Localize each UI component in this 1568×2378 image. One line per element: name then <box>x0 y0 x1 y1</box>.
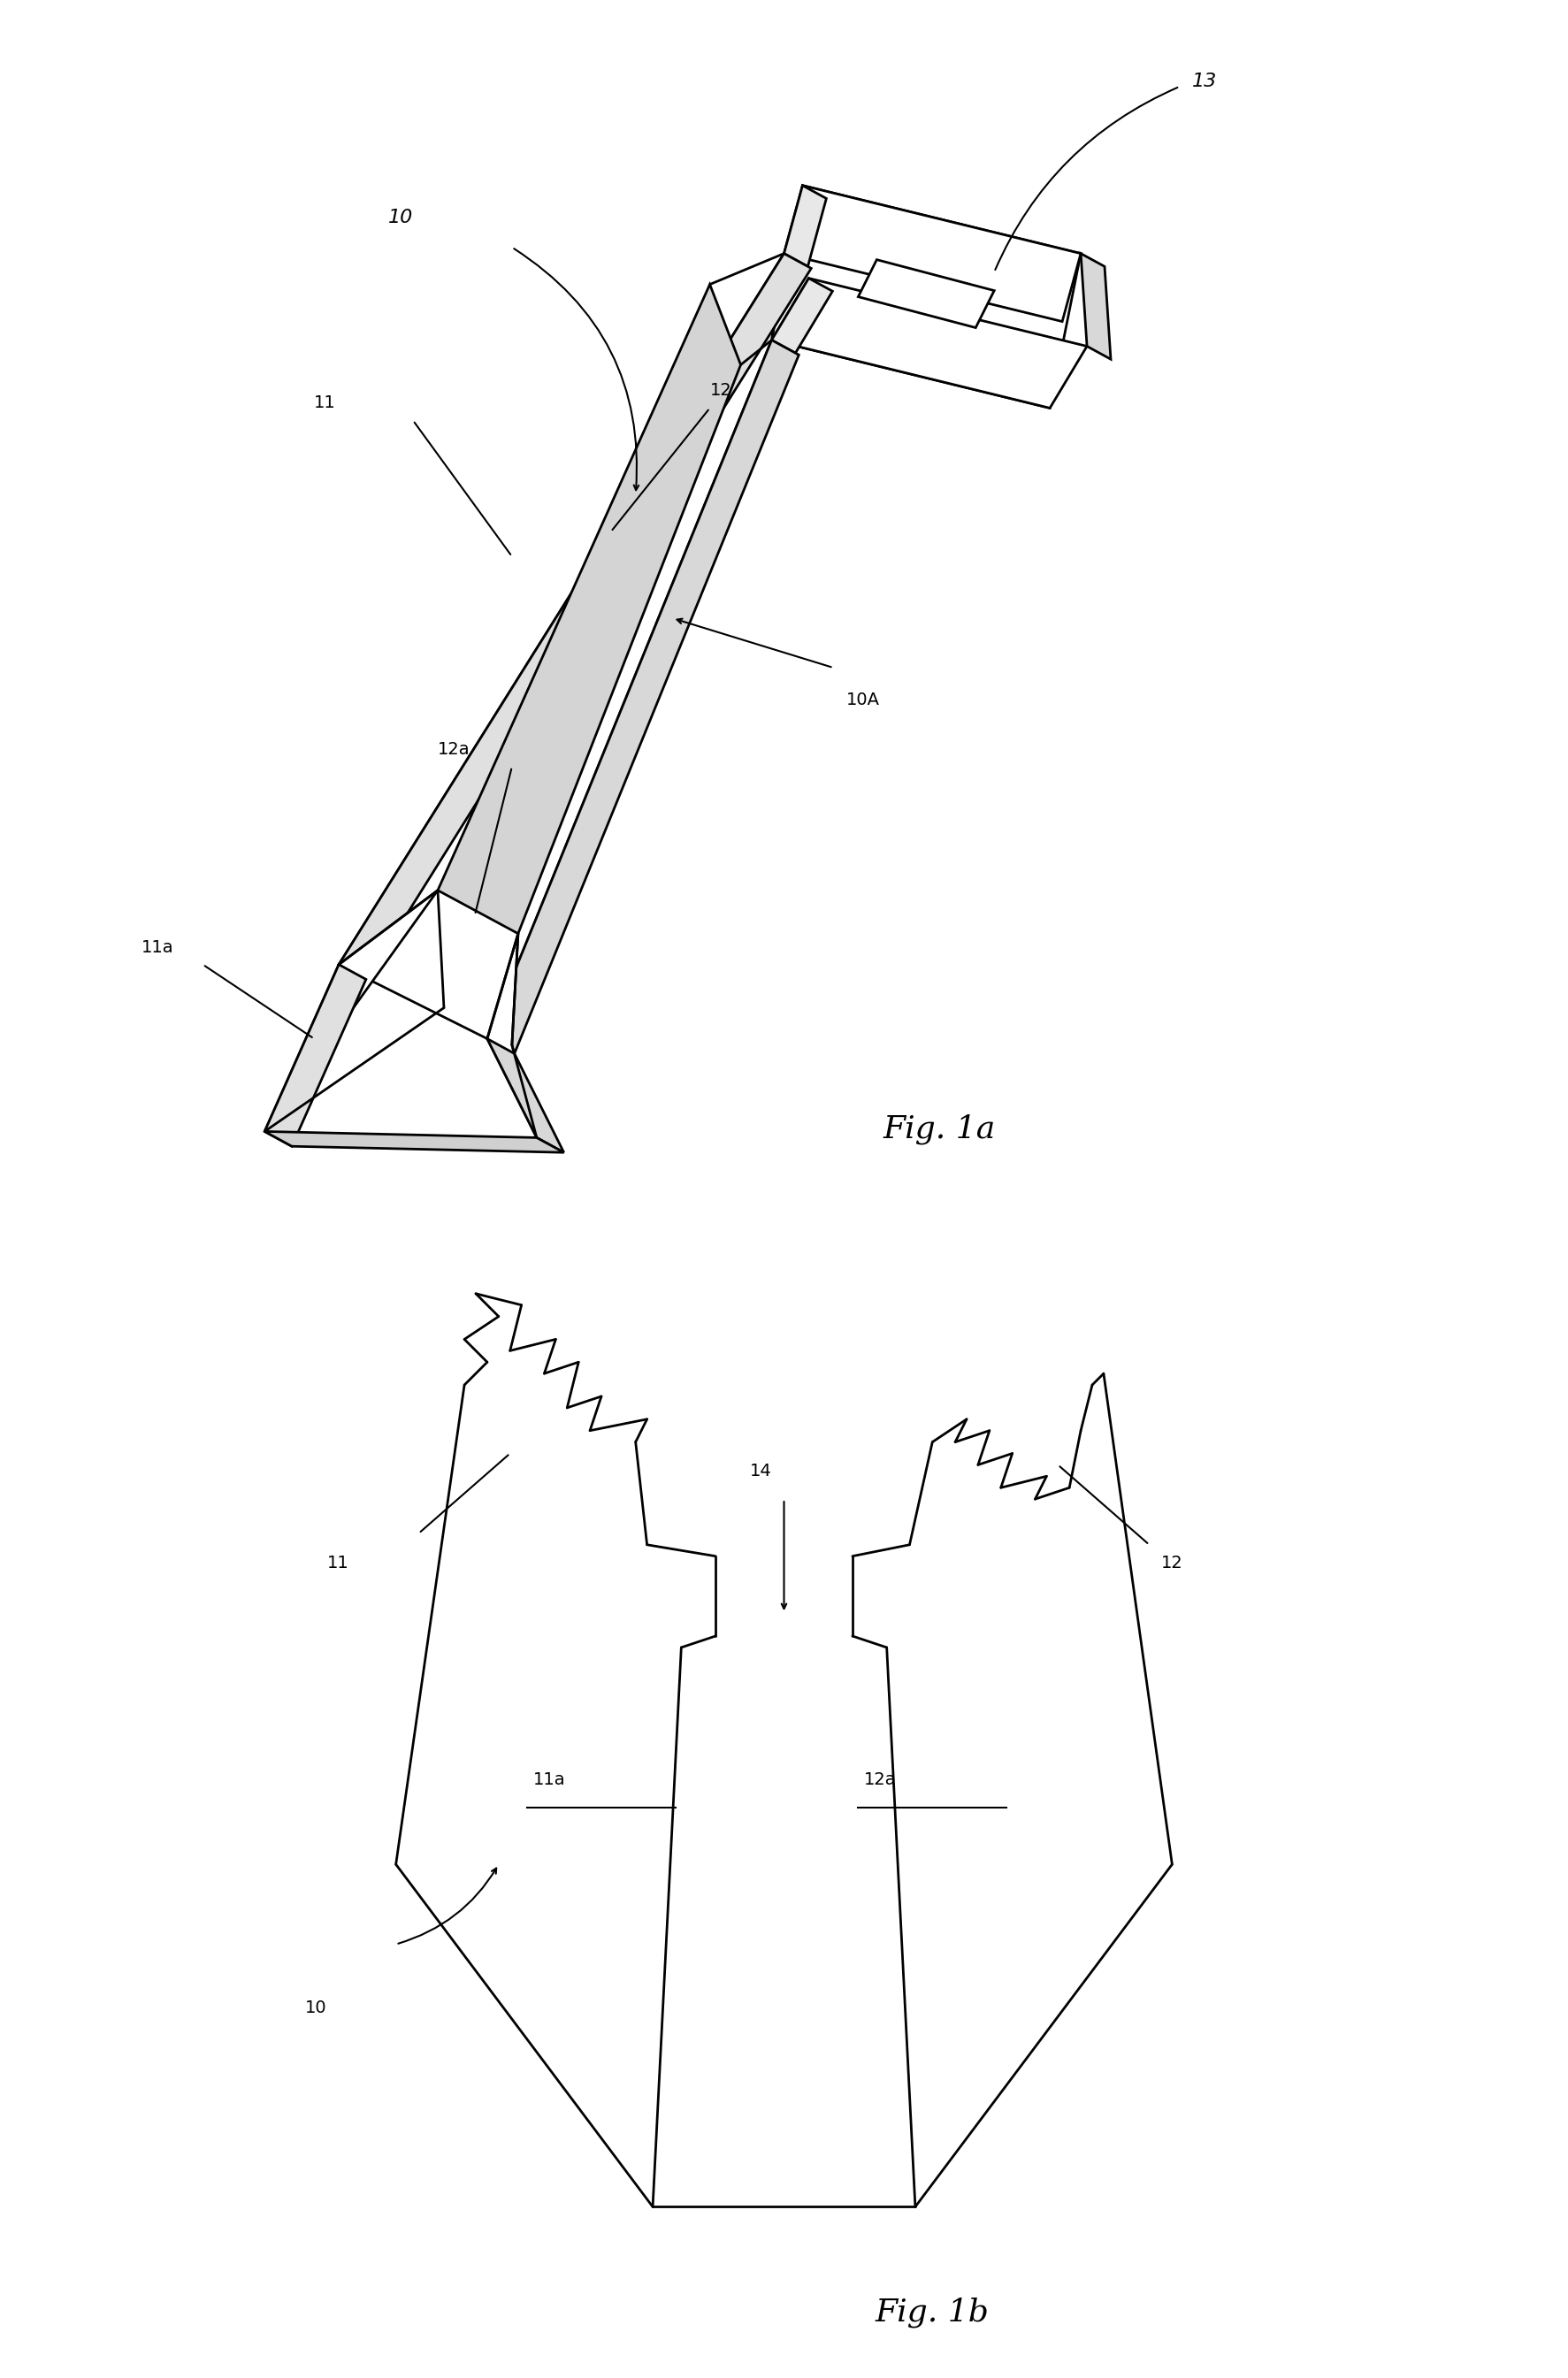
Text: 12: 12 <box>1160 1555 1182 1572</box>
Polygon shape <box>339 254 811 980</box>
Text: 13: 13 <box>1192 71 1217 90</box>
Polygon shape <box>771 278 1087 409</box>
Polygon shape <box>488 935 536 1137</box>
Polygon shape <box>265 889 437 1132</box>
Polygon shape <box>339 254 784 1039</box>
Polygon shape <box>437 285 740 935</box>
Polygon shape <box>1080 254 1110 359</box>
Text: 12a: 12a <box>437 742 470 759</box>
Polygon shape <box>784 185 1080 321</box>
Polygon shape <box>784 185 826 266</box>
Polygon shape <box>265 1132 564 1153</box>
Polygon shape <box>771 185 1080 409</box>
Text: 12: 12 <box>710 383 732 400</box>
Text: 11a: 11a <box>141 939 174 956</box>
Text: Fig. 1b: Fig. 1b <box>875 2297 989 2328</box>
Polygon shape <box>488 340 798 1053</box>
Text: 11: 11 <box>314 395 336 411</box>
Text: 10: 10 <box>389 209 414 226</box>
Polygon shape <box>265 965 365 1146</box>
Text: 11: 11 <box>328 1555 350 1572</box>
Polygon shape <box>853 1374 1173 2207</box>
Text: 12a: 12a <box>864 1772 897 1788</box>
Text: 10A: 10A <box>845 692 880 709</box>
Text: 11a: 11a <box>533 1772 566 1788</box>
Text: Fig. 1a: Fig. 1a <box>883 1113 996 1144</box>
Polygon shape <box>858 259 994 328</box>
Text: 14: 14 <box>750 1462 771 1479</box>
Polygon shape <box>395 1294 715 2207</box>
Text: 10: 10 <box>304 2000 326 2017</box>
Polygon shape <box>488 1039 564 1153</box>
Polygon shape <box>771 278 833 352</box>
